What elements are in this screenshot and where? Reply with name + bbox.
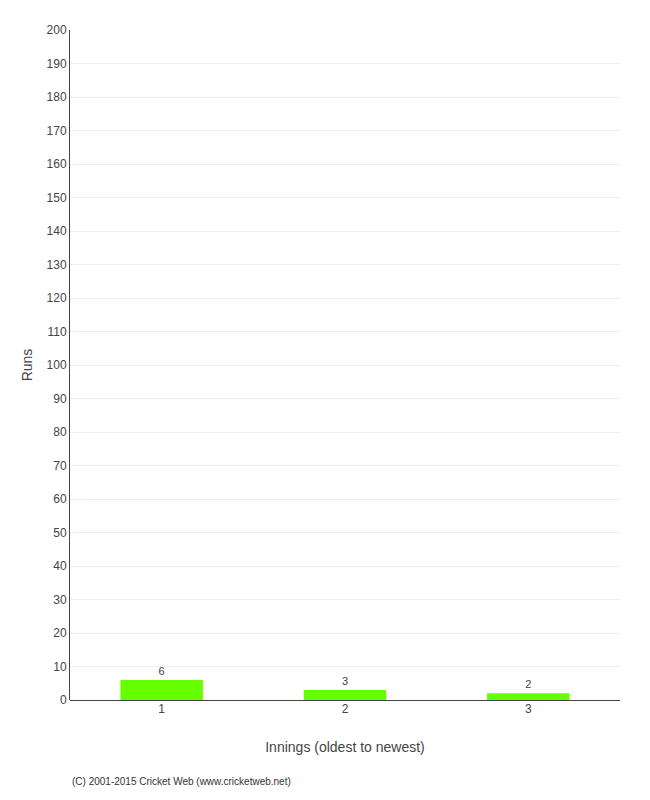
svg-text:20: 20 — [53, 626, 67, 640]
svg-text:170: 170 — [47, 124, 67, 138]
svg-text:130: 130 — [47, 258, 67, 272]
svg-text:90: 90 — [53, 392, 67, 406]
svg-text:120: 120 — [47, 291, 67, 305]
svg-text:110: 110 — [47, 325, 66, 339]
svg-text:Innings (oldest to newest): Innings (oldest to newest) — [265, 739, 425, 755]
svg-text:190: 190 — [47, 57, 67, 71]
svg-text:100: 100 — [47, 358, 67, 372]
svg-text:50: 50 — [53, 526, 67, 540]
svg-text:60: 60 — [53, 492, 67, 506]
svg-text:10: 10 — [53, 660, 67, 674]
svg-text:6: 6 — [159, 665, 165, 677]
svg-text:3: 3 — [342, 675, 348, 687]
svg-text:30: 30 — [53, 593, 67, 607]
svg-text:80: 80 — [53, 425, 67, 439]
svg-text:160: 160 — [47, 157, 67, 171]
svg-text:0: 0 — [60, 693, 67, 707]
svg-text:70: 70 — [53, 459, 67, 473]
svg-text:150: 150 — [47, 191, 67, 205]
svg-text:40: 40 — [53, 559, 67, 573]
svg-text:140: 140 — [47, 224, 67, 238]
svg-text:Runs: Runs — [19, 349, 35, 382]
svg-text:2: 2 — [342, 702, 349, 716]
svg-text:180: 180 — [47, 90, 67, 104]
svg-text:1: 1 — [158, 702, 165, 716]
svg-text:(C) 2001-2015 Cricket Web (www: (C) 2001-2015 Cricket Web (www.cricketwe… — [72, 776, 291, 787]
svg-text:2: 2 — [525, 678, 531, 690]
svg-text:200: 200 — [47, 23, 67, 37]
svg-text:3: 3 — [525, 702, 532, 716]
